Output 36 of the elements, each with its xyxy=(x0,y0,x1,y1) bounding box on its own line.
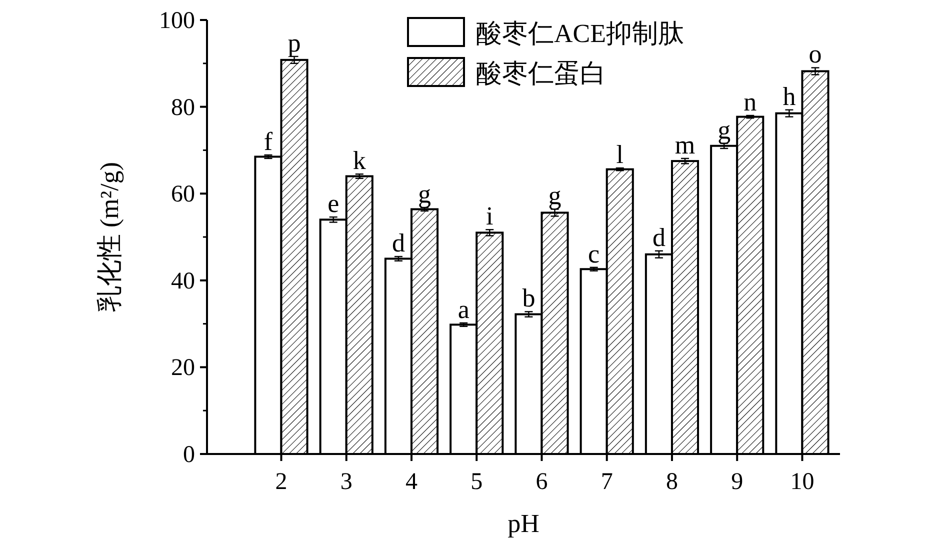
y-tick-label: 0 xyxy=(183,442,195,468)
annotation: a xyxy=(458,294,470,324)
y-tick-label: 60 xyxy=(171,182,195,208)
annotation: d xyxy=(392,228,405,258)
annotation: g xyxy=(548,181,562,210)
x-tick-label: 6 xyxy=(536,469,548,495)
annotation: f xyxy=(264,126,273,156)
x-tick-label: 4 xyxy=(405,469,418,495)
x-tick-label: 8 xyxy=(666,469,678,495)
y-tick-label: 20 xyxy=(171,355,195,382)
y-tick-label: 100 xyxy=(159,8,195,34)
annotation: p xyxy=(288,28,301,58)
y-tick-label: 40 xyxy=(171,268,195,294)
x-tick-label: 9 xyxy=(731,469,744,495)
annotation: n xyxy=(744,87,757,116)
x-tick-label: 2 xyxy=(275,469,288,495)
x-tick-label: 7 xyxy=(600,469,613,495)
legend-label: 酸枣仁蛋白 xyxy=(476,59,606,88)
x-tick-label: 3 xyxy=(340,469,352,495)
annotation: e xyxy=(328,189,340,218)
annotation: i xyxy=(486,202,494,231)
annotation: c xyxy=(588,239,600,268)
annotation: l xyxy=(616,140,624,169)
legend-label: 酸枣仁ACE抑制肽 xyxy=(476,19,684,48)
y-axis-title: 乳化性 (m²/g) xyxy=(95,162,124,312)
annotation: m xyxy=(674,130,696,160)
annotation: k xyxy=(352,146,366,176)
annotation: o xyxy=(808,40,822,69)
annotation: d xyxy=(652,222,666,252)
annotation: h xyxy=(782,82,796,111)
annotation: b xyxy=(522,284,536,313)
y-tick-label: 80 xyxy=(171,94,195,121)
annotation: g xyxy=(718,115,731,144)
x-tick-label: 5 xyxy=(470,469,483,495)
x-axis-title: pH xyxy=(508,509,540,538)
x-tick-label: 10 xyxy=(790,469,814,495)
